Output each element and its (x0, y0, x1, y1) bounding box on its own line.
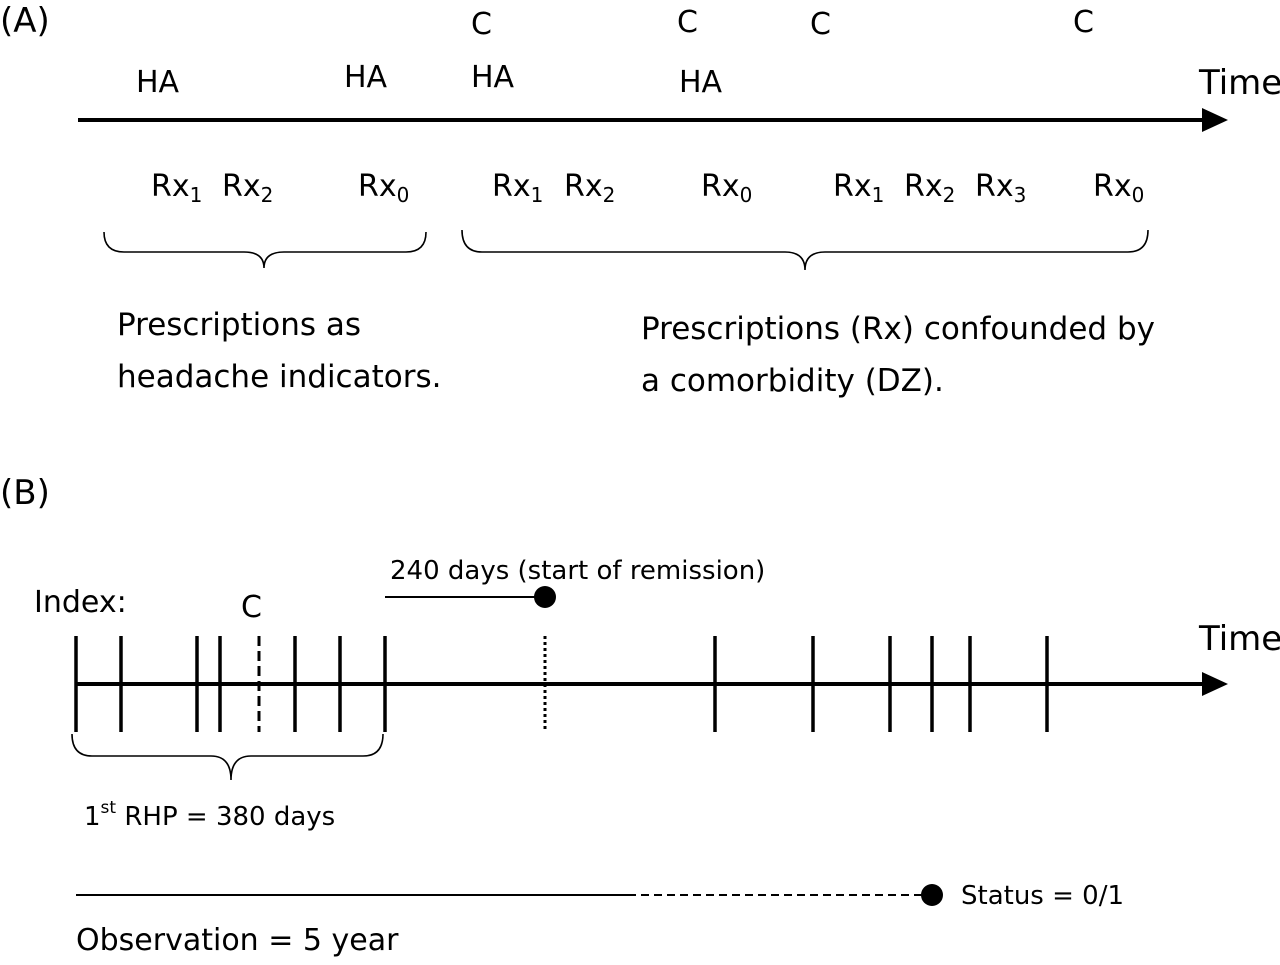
time-axis-b (76, 672, 1228, 696)
prescription-label: Rx2 (564, 169, 616, 207)
time-axis-a (78, 108, 1228, 132)
prescription-label: Rx1 (151, 169, 203, 207)
prescription-label: Rx0 (1093, 169, 1145, 207)
comorbidity-marker-b: C (241, 590, 262, 625)
rhp-label: 1st RHP = 380 days (84, 798, 336, 832)
arrow-head-icon (1202, 108, 1228, 132)
headache-marker: HA (471, 60, 515, 95)
comorbidity-marker: C (471, 7, 492, 42)
right-caption: Prescriptions (Rx) confounded by a comor… (641, 311, 1155, 399)
left-brace (103, 231, 427, 269)
prescription-label: Rx1 (833, 169, 885, 207)
arrow-head-icon (1202, 672, 1228, 696)
prescription-label: Rx0 (358, 169, 410, 207)
remission-label: 240 days (start of remission) (390, 556, 766, 586)
comorbidity-marker: C (810, 7, 831, 42)
prescription-label: Rx2 (222, 169, 274, 207)
panel-b-label: (B) (0, 473, 50, 513)
comorbidity-marker: C (677, 5, 698, 40)
status-dot (921, 884, 943, 906)
status-label: Status = 0/1 (961, 881, 1125, 911)
rhp-brace (71, 733, 384, 781)
observation-label: Observation = 5 year (76, 923, 399, 958)
prescription-label: Rx0 (701, 169, 753, 207)
headache-marker: HA (344, 60, 388, 95)
comorbidity-marker: C (1073, 5, 1094, 40)
panel-a-label: (A) (0, 1, 50, 41)
headache-marker: HA (679, 65, 723, 100)
prescription-label: Rx1 (492, 169, 544, 207)
headache-marker: HA (136, 65, 180, 100)
prescription-ticks (74, 636, 1049, 732)
time-axis-label-a: Time (1199, 63, 1280, 103)
right-brace (461, 229, 1149, 271)
left-caption: Prescriptions as headache indicators. (117, 307, 442, 395)
prescription-label: Rx3 (975, 169, 1027, 207)
remission-dot (534, 586, 556, 608)
time-axis-label-b: Time (1199, 619, 1280, 659)
prescription-label: Rx2 (904, 169, 956, 207)
index-label: Index: (34, 585, 127, 620)
